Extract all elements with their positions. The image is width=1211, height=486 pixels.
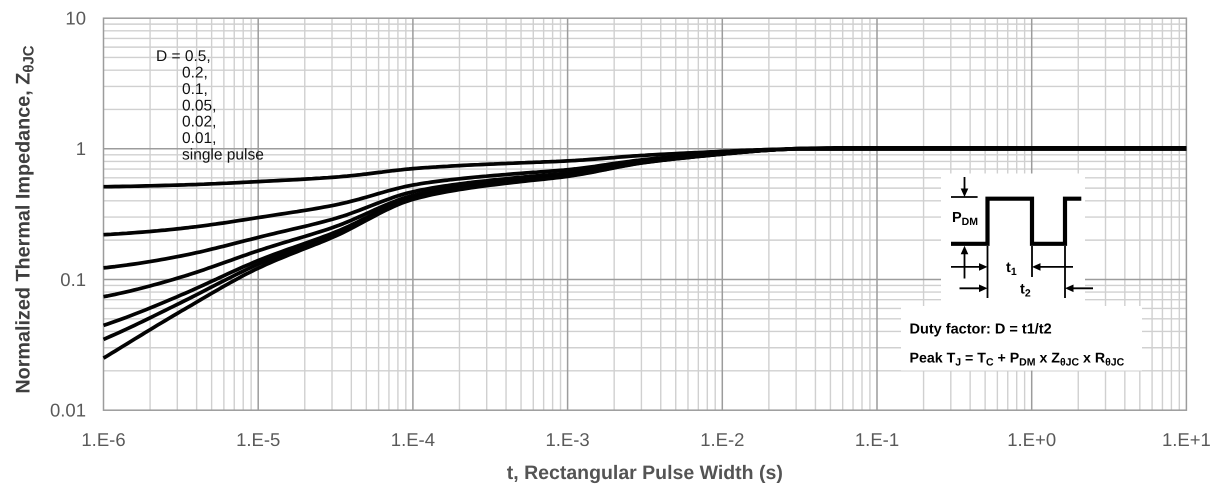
svg-text:1.E-4: 1.E-4: [391, 429, 435, 450]
svg-text:10: 10: [65, 8, 86, 29]
svg-text:Peak TJ = TC + PDM x ZθJC x Rθ: Peak TJ = TC + PDM x ZθJC x RθJC: [910, 351, 1125, 369]
svg-text:1.E-3: 1.E-3: [545, 429, 589, 450]
svg-text:1.E-2: 1.E-2: [700, 429, 744, 450]
svg-text:0.1,: 0.1,: [182, 81, 208, 98]
svg-text:0.1: 0.1: [60, 269, 86, 290]
svg-text:Duty factor: D = t1/t2: Duty factor: D = t1/t2: [910, 322, 1052, 338]
svg-text:0.01: 0.01: [50, 400, 86, 421]
svg-text:1.E-1: 1.E-1: [855, 429, 899, 450]
svg-text:1.E+1: 1.E+1: [1162, 429, 1211, 450]
svg-text:t, Rectangular Pulse Width (s): t, Rectangular Pulse Width (s): [507, 462, 783, 484]
svg-text:1.E-5: 1.E-5: [236, 429, 280, 450]
svg-text:Normalized Thermal Impedance,: Normalized Thermal Impedance, ZθJC: [13, 45, 38, 393]
svg-text:D = 0.5,: D = 0.5,: [156, 48, 211, 65]
svg-text:t1: t1: [1006, 260, 1017, 278]
svg-text:0.2,: 0.2,: [182, 65, 208, 82]
svg-text:0.01,: 0.01,: [182, 130, 216, 147]
svg-text:t2: t2: [1020, 282, 1031, 300]
svg-text:1.E+0: 1.E+0: [1007, 429, 1056, 450]
svg-text:0.05,: 0.05,: [182, 97, 216, 114]
svg-text:single pulse: single pulse: [182, 147, 264, 164]
svg-text:1: 1: [76, 138, 86, 159]
svg-text:0.02,: 0.02,: [182, 114, 216, 131]
svg-text:1.E-6: 1.E-6: [81, 429, 125, 450]
